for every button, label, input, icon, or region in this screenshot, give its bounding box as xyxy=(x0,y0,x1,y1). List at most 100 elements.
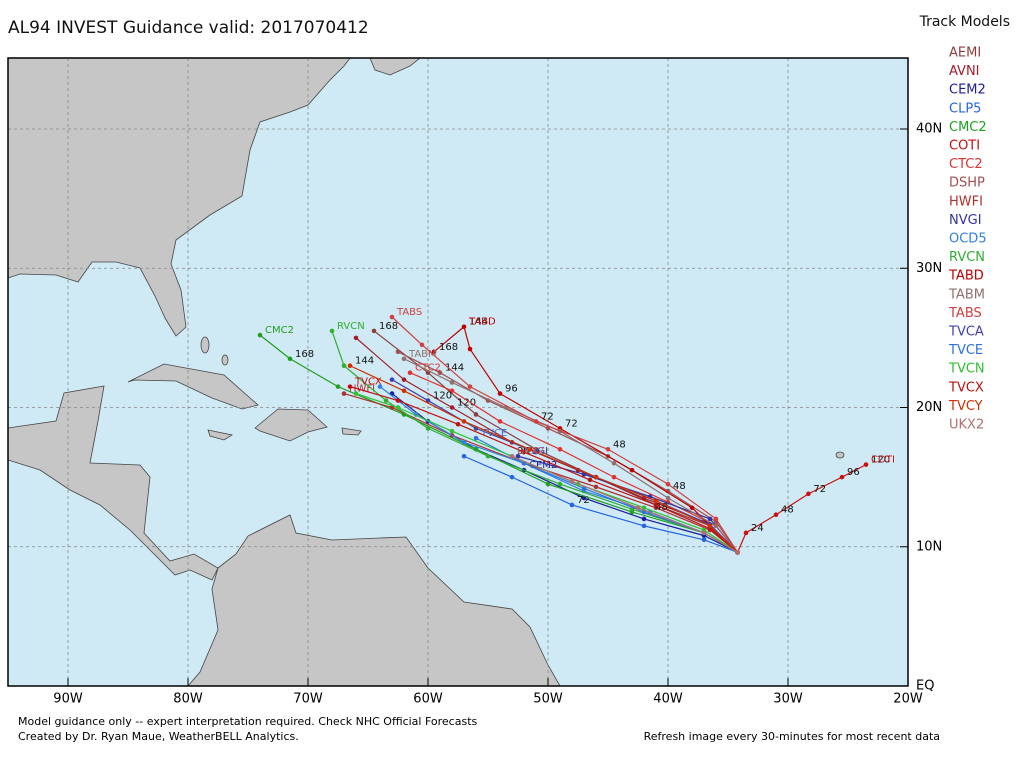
x-tick-label: 60W xyxy=(413,692,443,707)
track-point xyxy=(341,391,347,396)
track-point xyxy=(515,453,521,459)
track-point xyxy=(665,495,671,501)
map-frame xyxy=(7,57,909,687)
track-point xyxy=(335,384,341,389)
track-line xyxy=(737,464,867,553)
hour-label: 72 xyxy=(541,411,554,422)
bahamas xyxy=(221,354,229,366)
track-point xyxy=(593,474,599,480)
x-tick-label: 70W xyxy=(293,692,323,707)
track-name-label: HWFI xyxy=(349,384,375,395)
x-tick-label: 40W xyxy=(653,692,683,707)
track-point xyxy=(461,440,467,445)
hour-label: 48 xyxy=(781,505,794,516)
track-point xyxy=(569,479,575,484)
track-point xyxy=(407,370,413,375)
hour-label: 96 xyxy=(505,384,518,395)
track-name-label: CMC2 xyxy=(265,325,294,336)
track-point xyxy=(689,505,695,511)
track-line xyxy=(373,330,739,553)
track-point xyxy=(611,474,617,480)
track-point xyxy=(497,419,503,424)
track-point xyxy=(641,505,647,511)
legend-entry: UKX2 xyxy=(949,418,984,433)
track-point xyxy=(455,421,461,427)
track-point xyxy=(437,370,443,375)
track-point xyxy=(497,391,503,396)
hour-label: 24 xyxy=(751,523,764,534)
y-tick-label: 30N xyxy=(916,261,942,276)
hour-label: 144 xyxy=(445,363,464,374)
hour-label: 168 xyxy=(439,342,458,353)
legend-entry: RVCN xyxy=(949,250,985,265)
track-point xyxy=(389,314,395,320)
track-point xyxy=(743,530,749,536)
track-point xyxy=(557,481,563,487)
puerto-rico xyxy=(341,427,362,436)
track-point xyxy=(653,502,659,508)
track-point xyxy=(467,346,473,352)
track-point xyxy=(569,502,575,508)
x-tick-label: 30W xyxy=(773,692,803,707)
track-point xyxy=(461,419,467,424)
track-point xyxy=(347,363,353,369)
track-point xyxy=(401,356,407,362)
track-point xyxy=(485,453,491,459)
track-name-label: TABS xyxy=(396,307,422,318)
track-name-label: UKX2 xyxy=(517,446,544,457)
track-name-label: TABM xyxy=(408,349,437,360)
legend-entry: TVCN xyxy=(948,362,985,377)
legend-entry: TABS xyxy=(948,306,982,321)
hour-label: 168 xyxy=(379,321,398,332)
x-tick-label: 20W xyxy=(893,692,923,707)
south-america xyxy=(187,514,561,687)
track-point xyxy=(467,384,473,389)
hour-label: 120 xyxy=(457,398,476,409)
track-point xyxy=(383,398,389,403)
legend-entry: TVCX xyxy=(948,380,984,395)
track-point xyxy=(605,446,611,452)
hour-label: 96 xyxy=(847,467,860,478)
hour-label: 168 xyxy=(295,349,314,360)
track-point xyxy=(425,426,431,431)
track-point xyxy=(473,412,479,417)
x-tick-label: 50W xyxy=(533,692,563,707)
track-name-label: CTC2 xyxy=(415,363,441,374)
track-point xyxy=(395,405,401,410)
track-line xyxy=(409,372,739,553)
track-name-label: TABD xyxy=(468,317,496,328)
track-line xyxy=(343,393,738,553)
track-point xyxy=(401,377,407,382)
hour-label: 72 xyxy=(565,418,578,429)
map-title: AL94 INVEST Guidance valid: 2017070412 xyxy=(8,18,369,38)
track-point xyxy=(611,460,617,466)
legend-entry: HWFI xyxy=(949,194,983,209)
track-point xyxy=(527,446,533,452)
track-name-label: CEM2 xyxy=(529,460,557,471)
track-point xyxy=(773,512,779,518)
legend-entry: COTI xyxy=(949,139,980,154)
track-point xyxy=(461,453,467,459)
track-point xyxy=(713,516,719,522)
track-name-label: TVCX xyxy=(354,377,382,388)
track-line xyxy=(391,316,739,553)
track-point xyxy=(641,516,647,522)
track-point xyxy=(557,446,563,452)
legend-entry: TVCY xyxy=(948,399,983,414)
legend-entry: AVNI xyxy=(949,64,980,79)
legend-entry: TVCE xyxy=(948,343,983,358)
track-line xyxy=(349,386,738,553)
track-point xyxy=(593,484,599,490)
track-point xyxy=(389,377,395,382)
track-line xyxy=(433,325,739,553)
hour-label: 120 xyxy=(871,455,890,466)
legend-entry: OCD5 xyxy=(949,232,987,247)
track-point xyxy=(425,398,431,403)
track-point xyxy=(509,474,515,480)
track-point xyxy=(401,388,407,394)
track-line xyxy=(349,365,739,553)
track-point xyxy=(707,523,713,529)
track-point xyxy=(713,523,719,529)
hour-label: 48 xyxy=(673,481,686,492)
